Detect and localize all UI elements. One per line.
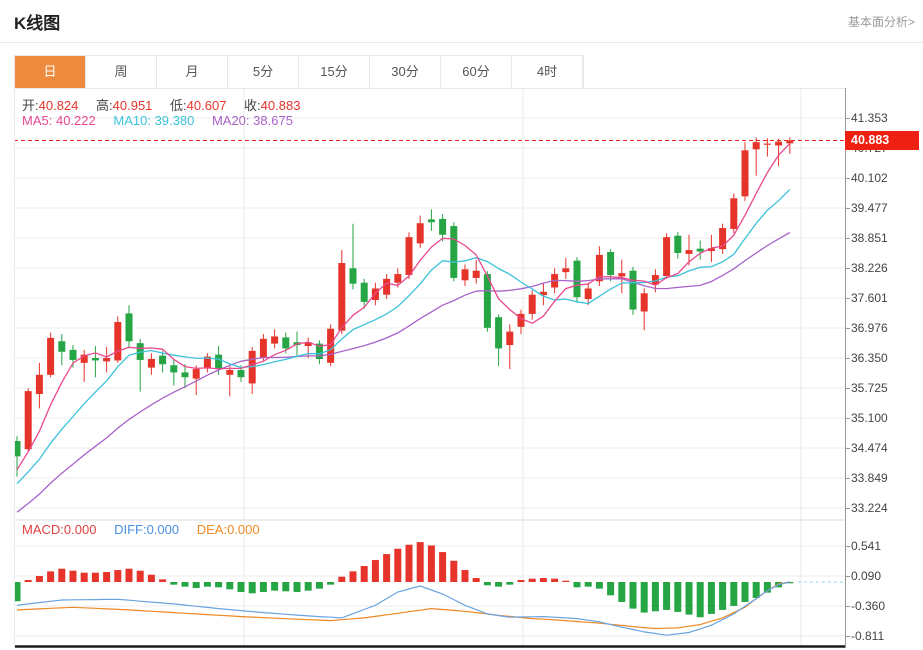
axis-tick-mark bbox=[845, 298, 850, 299]
close-value: 40.883 bbox=[260, 98, 301, 113]
axis-tick-mark bbox=[845, 576, 850, 577]
tab-4hour[interactable]: 4时 bbox=[512, 56, 583, 88]
ma5-label: MA5: bbox=[22, 113, 53, 128]
close-label: 收: bbox=[244, 98, 261, 113]
axis-tick-mark bbox=[845, 508, 850, 509]
dea-label: DEA: bbox=[196, 522, 228, 537]
axis-tick-label: 36.350 bbox=[851, 351, 888, 366]
axis-tick-mark bbox=[845, 268, 850, 270]
ma5-value: 40.222 bbox=[55, 113, 96, 128]
chart-left-border bbox=[14, 88, 15, 648]
ma20-label: MA20: bbox=[211, 113, 250, 128]
axis-tick-mark bbox=[845, 478, 850, 479]
axis-tick-label: 33.224 bbox=[851, 501, 888, 515]
diff-value: 0.000 bbox=[146, 522, 180, 537]
axis-tick-label: 0.541 bbox=[851, 539, 882, 554]
axis-tick-mark bbox=[845, 238, 850, 240]
axis-tick-mark bbox=[845, 417, 850, 419]
axis-tick-label: 35.725 bbox=[851, 381, 888, 395]
open-label: 开: bbox=[22, 98, 39, 113]
macd-label: MACD: bbox=[22, 522, 64, 537]
axis-tick-mark bbox=[845, 358, 850, 360]
axis-tick-label: 35.100 bbox=[851, 410, 888, 425]
axis-tick-label: 41.353 bbox=[851, 111, 888, 125]
page-title: K线图 bbox=[14, 14, 61, 33]
axis-tick-label: 40.102 bbox=[851, 171, 888, 186]
main-chart-canvas[interactable] bbox=[14, 88, 845, 648]
axis-tick-label: 38.851 bbox=[851, 231, 888, 246]
low-label: 低: bbox=[170, 98, 187, 113]
axis-tick-label: -0.360 bbox=[851, 598, 886, 613]
axis-tick-label: 34.474 bbox=[851, 441, 888, 456]
axis-tick-mark bbox=[845, 605, 850, 607]
high-label: 高: bbox=[96, 98, 113, 113]
tab-15min[interactable]: 15分 bbox=[299, 56, 370, 88]
axis-tick-mark bbox=[845, 546, 850, 548]
tab-week[interactable]: 周 bbox=[86, 56, 157, 88]
diff-label: DIFF: bbox=[114, 522, 147, 537]
ma20-value: 38.675 bbox=[253, 113, 293, 128]
axis-tick-label: 39.477 bbox=[851, 201, 888, 215]
axis-tick-label: 36.976 bbox=[851, 320, 888, 335]
macd-value: 0.000 bbox=[63, 522, 97, 537]
macd-readout: MACD:0.000 DIFF:0.000 DEA:0.000 bbox=[22, 522, 260, 537]
axis-tick-label: 37.601 bbox=[851, 291, 888, 305]
chart-top-border bbox=[14, 88, 845, 89]
ohlc-readout: 开:40.824 高:40.951 低:40.607 收:40.883 bbox=[22, 95, 300, 114]
tab-60min[interactable]: 60分 bbox=[441, 56, 512, 88]
tab-month[interactable]: 月 bbox=[157, 56, 228, 88]
header-divider bbox=[0, 42, 923, 43]
low-value: 40.607 bbox=[186, 98, 227, 113]
price-axis bbox=[845, 88, 846, 648]
axis-tick-label: 0.090 bbox=[851, 569, 882, 583]
axis-tick-label: 38.226 bbox=[851, 261, 888, 276]
dea-value: 0.000 bbox=[227, 522, 260, 537]
axis-tick-mark bbox=[845, 388, 850, 389]
axis-tick-mark bbox=[845, 327, 850, 329]
tab-5min[interactable]: 5分 bbox=[228, 56, 299, 88]
axis-tick-mark bbox=[845, 448, 850, 450]
last-price-tag: 40.883 bbox=[845, 131, 919, 151]
tab-day[interactable]: 日 bbox=[15, 56, 86, 88]
axis-tick-mark bbox=[845, 178, 850, 180]
high-value: 40.951 bbox=[112, 98, 153, 113]
axis-tick-mark bbox=[845, 635, 850, 637]
axis-tick-label: -0.811 bbox=[851, 628, 885, 643]
ma-readout: MA5: 40.222 MA10: 39.380 MA20: 38.675 bbox=[22, 113, 293, 128]
ma10-value: 39.380 bbox=[154, 113, 195, 128]
axis-tick-label: 33.849 bbox=[851, 471, 888, 485]
fundamental-analysis-link[interactable]: 基本面分析> bbox=[847, 15, 915, 29]
chart-svg bbox=[14, 88, 845, 648]
axis-tick-mark bbox=[845, 208, 850, 209]
ma10-label: MA10: bbox=[113, 113, 151, 128]
tab-30min[interactable]: 30分 bbox=[370, 56, 441, 88]
open-value: 40.824 bbox=[38, 98, 79, 113]
interval-tabbar: 日 周 月 5分 15分 30分 60分 4时 bbox=[14, 55, 584, 88]
axis-tick-mark bbox=[845, 118, 850, 119]
